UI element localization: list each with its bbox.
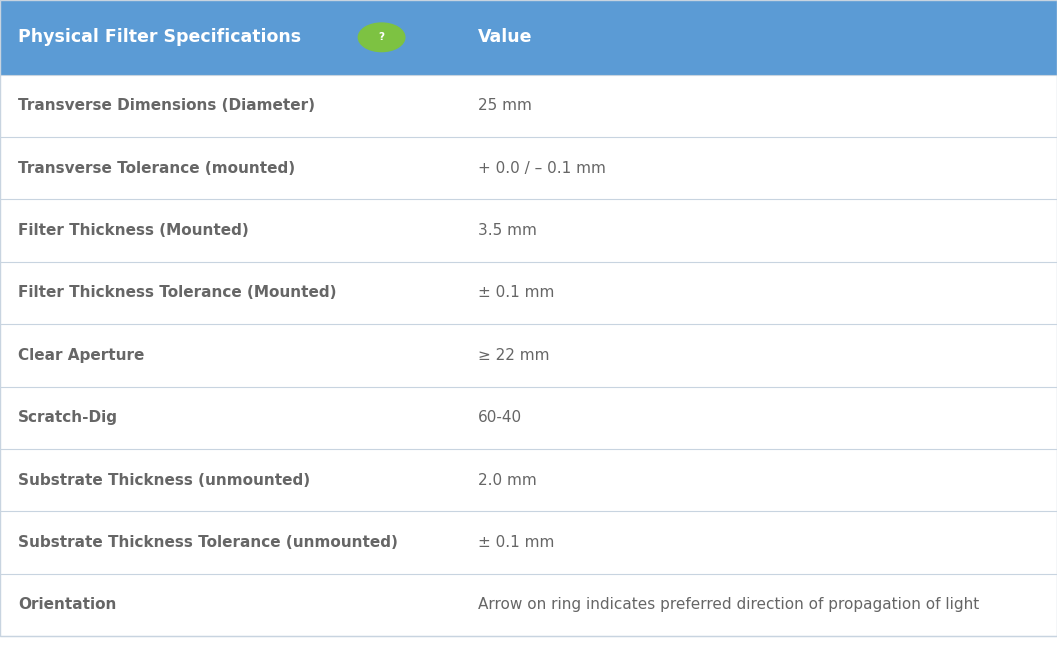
FancyBboxPatch shape bbox=[0, 511, 1057, 574]
Text: Substrate Thickness Tolerance (unmounted): Substrate Thickness Tolerance (unmounted… bbox=[18, 535, 397, 550]
Text: Filter Thickness Tolerance (Mounted): Filter Thickness Tolerance (Mounted) bbox=[18, 286, 336, 300]
Text: ?: ? bbox=[378, 32, 385, 42]
Text: 2.0 mm: 2.0 mm bbox=[478, 472, 537, 487]
Text: Clear Aperture: Clear Aperture bbox=[18, 348, 145, 363]
FancyBboxPatch shape bbox=[0, 75, 1057, 137]
Text: + 0.0 / – 0.1 mm: + 0.0 / – 0.1 mm bbox=[478, 161, 606, 176]
Text: 3.5 mm: 3.5 mm bbox=[478, 223, 537, 238]
FancyBboxPatch shape bbox=[0, 324, 1057, 387]
Text: Substrate Thickness (unmounted): Substrate Thickness (unmounted) bbox=[18, 472, 310, 487]
Text: Arrow on ring indicates preferred direction of propagation of light: Arrow on ring indicates preferred direct… bbox=[478, 597, 979, 613]
Text: ≥ 22 mm: ≥ 22 mm bbox=[478, 348, 550, 363]
Text: Scratch-Dig: Scratch-Dig bbox=[18, 410, 118, 425]
Text: Transverse Tolerance (mounted): Transverse Tolerance (mounted) bbox=[18, 161, 295, 176]
FancyBboxPatch shape bbox=[0, 262, 1057, 324]
Text: Value: Value bbox=[478, 29, 533, 46]
Text: Physical Filter Specifications: Physical Filter Specifications bbox=[18, 29, 301, 46]
Text: Transverse Dimensions (Diameter): Transverse Dimensions (Diameter) bbox=[18, 98, 315, 114]
FancyBboxPatch shape bbox=[0, 0, 1057, 75]
FancyBboxPatch shape bbox=[0, 574, 1057, 636]
FancyBboxPatch shape bbox=[0, 387, 1057, 449]
Text: 25 mm: 25 mm bbox=[478, 98, 532, 114]
Text: 60-40: 60-40 bbox=[478, 410, 522, 425]
FancyBboxPatch shape bbox=[0, 449, 1057, 511]
Text: ± 0.1 mm: ± 0.1 mm bbox=[478, 535, 554, 550]
FancyBboxPatch shape bbox=[0, 137, 1057, 199]
Text: Filter Thickness (Mounted): Filter Thickness (Mounted) bbox=[18, 223, 248, 238]
Circle shape bbox=[358, 23, 405, 52]
FancyBboxPatch shape bbox=[0, 199, 1057, 262]
Text: ± 0.1 mm: ± 0.1 mm bbox=[478, 286, 554, 300]
Text: Orientation: Orientation bbox=[18, 597, 116, 613]
